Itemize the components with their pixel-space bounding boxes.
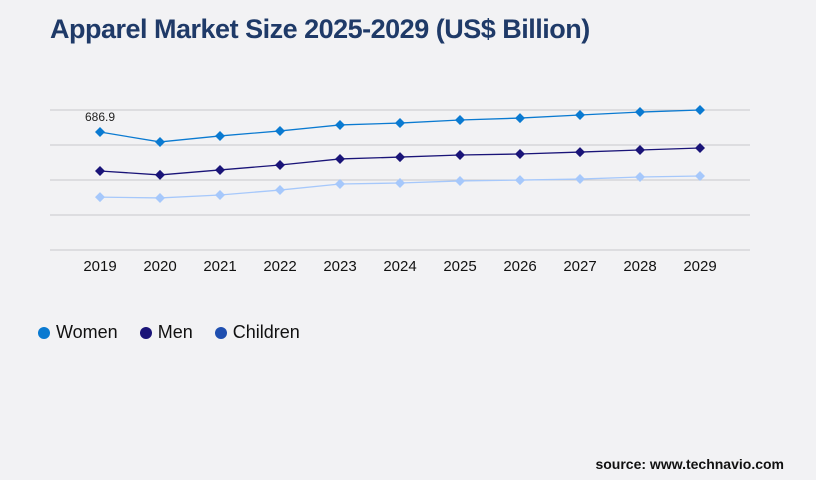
line-chart: 2019 2020 2021 2022 2023 2024 2025 2026 2027 2028… bbox=[50, 105, 750, 275]
x-tick-label: 2022 bbox=[263, 258, 296, 275]
data-point-men bbox=[395, 152, 405, 163]
legend-label: Women bbox=[56, 322, 118, 342]
data-point-children bbox=[275, 185, 285, 196]
data-point-women bbox=[515, 113, 525, 124]
data-point-children bbox=[455, 175, 465, 186]
source-note: source: www.technavio.com bbox=[595, 456, 784, 472]
x-tick-label: 2027 bbox=[563, 258, 596, 275]
data-point-children bbox=[575, 174, 585, 185]
data-point-women bbox=[155, 136, 165, 147]
data-point-children bbox=[395, 178, 405, 189]
x-tick-label: 2028 bbox=[623, 258, 656, 275]
x-tick-label: 2021 bbox=[203, 258, 236, 275]
data-point-children bbox=[155, 192, 165, 203]
data-point-men bbox=[155, 169, 165, 180]
chart-title: Apparel Market Size 2025-2029 (US$ Billi… bbox=[50, 14, 590, 44]
x-tick-label: 2026 bbox=[503, 258, 536, 275]
legend-marker-icon bbox=[38, 326, 50, 339]
x-tick-label: 2024 bbox=[383, 258, 416, 275]
data-point-men bbox=[635, 145, 645, 156]
data-point-women bbox=[455, 114, 465, 125]
data-point-women bbox=[215, 130, 225, 141]
legend-item-women: Women bbox=[38, 322, 118, 343]
legend-marker-icon bbox=[214, 326, 227, 339]
data-point-children bbox=[95, 192, 105, 203]
data-point-men bbox=[515, 148, 525, 159]
data-label: 686.9 bbox=[85, 110, 115, 124]
x-tick-label: 2029 bbox=[683, 258, 716, 275]
x-tick-label: 2019 bbox=[83, 258, 116, 275]
data-point-women bbox=[695, 105, 705, 115]
legend-item-children: Children bbox=[214, 322, 300, 343]
x-tick-label: 2020 bbox=[143, 258, 176, 275]
data-point-men bbox=[695, 142, 705, 153]
data-point-children bbox=[695, 170, 705, 181]
data-point-men bbox=[575, 147, 585, 158]
legend-item-men: Men bbox=[139, 322, 193, 343]
data-point-men bbox=[95, 165, 105, 176]
data-point-women bbox=[275, 125, 285, 136]
x-tick-label: 2023 bbox=[323, 258, 356, 275]
data-point-women bbox=[635, 107, 645, 118]
legend-marker-icon bbox=[139, 326, 152, 339]
data-point-men bbox=[335, 153, 345, 164]
data-point-men bbox=[215, 164, 225, 175]
data-point-children bbox=[215, 190, 225, 201]
data-point-women bbox=[95, 127, 105, 138]
data-point-children bbox=[635, 171, 645, 182]
legend: Women Men Children bbox=[38, 322, 300, 343]
data-point-men bbox=[455, 150, 465, 161]
x-tick-label: 2025 bbox=[443, 258, 476, 275]
data-point-women bbox=[335, 119, 345, 130]
legend-label: Children bbox=[232, 322, 300, 342]
data-point-children bbox=[515, 175, 525, 186]
data-point-children bbox=[335, 179, 345, 190]
data-point-women bbox=[575, 109, 585, 120]
legend-label: Men bbox=[157, 322, 193, 342]
data-point-women bbox=[395, 118, 405, 129]
data-point-men bbox=[275, 159, 285, 170]
